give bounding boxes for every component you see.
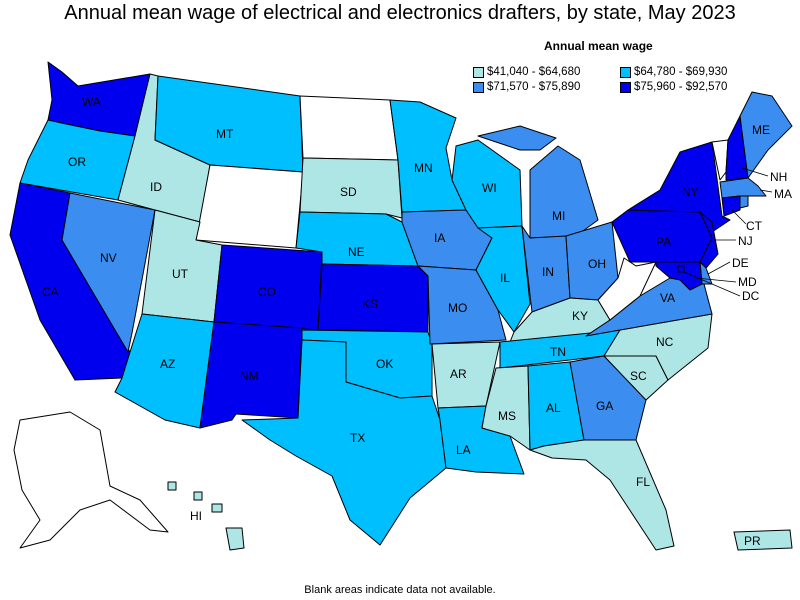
- state-KS[interactable]: [317, 263, 429, 333]
- state-TX[interactable]: [241, 339, 447, 546]
- state-FL[interactable]: [529, 439, 675, 551]
- label-MN: MN: [414, 161, 433, 175]
- state-MI[interactable]: [529, 145, 599, 239]
- state-NM[interactable]: [199, 321, 303, 429]
- legend-swatch-tier4: [620, 81, 631, 93]
- legend-item-tier2: $64,780 - $69,930: [620, 66, 727, 78]
- state-DC[interactable]: [677, 265, 685, 273]
- label-GA: GA: [596, 399, 613, 413]
- label-TX: TX: [350, 431, 365, 445]
- state-GA[interactable]: [569, 355, 647, 441]
- state-RI[interactable]: [739, 195, 749, 209]
- label-IN: IN: [542, 265, 554, 279]
- state-AK[interactable]: [13, 411, 169, 549]
- legend-title: Annual mean wage: [544, 39, 653, 53]
- state-PR[interactable]: [733, 529, 793, 551]
- leader-NH: [741, 167, 769, 177]
- label-HI: HI: [190, 509, 202, 523]
- label-IL: IL: [500, 271, 510, 285]
- label-OR: OR: [68, 155, 86, 169]
- leader-DE: [707, 261, 731, 275]
- leader-MA: [759, 189, 773, 193]
- legend-label-tier1: $41,040 - $64,680: [487, 66, 581, 78]
- label-IA: IA: [434, 231, 445, 245]
- label-OK: OK: [376, 357, 393, 371]
- label-MA: MA: [774, 187, 792, 201]
- leader-CT: [731, 209, 747, 225]
- label-NM: NM: [240, 369, 259, 383]
- label-AZ: AZ: [160, 357, 175, 371]
- label-WA: WA: [82, 95, 101, 109]
- legend-swatch-tier1: [473, 66, 484, 78]
- label-CA: CA: [42, 285, 59, 299]
- label-KY: KY: [572, 309, 588, 323]
- label-MT: MT: [216, 127, 234, 141]
- state-WV[interactable]: [597, 257, 657, 321]
- legend-item-tier1: $41,040 - $64,680: [473, 66, 580, 78]
- label-ID: ID: [150, 180, 162, 194]
- label-MO: MO: [448, 301, 467, 315]
- label-SD: SD: [340, 185, 357, 199]
- label-PR: PR: [744, 534, 761, 548]
- label-AR: AR: [450, 367, 467, 381]
- label-NY: NY: [682, 185, 699, 199]
- leader-DC: [683, 271, 741, 297]
- label-VA: VA: [660, 291, 675, 305]
- label-SC: SC: [630, 369, 647, 383]
- state-NV[interactable]: [61, 192, 156, 353]
- state-HI[interactable]: [167, 481, 245, 551]
- label-CO: CO: [258, 285, 276, 299]
- legend-item-tier4: $75,960 - $92,570: [620, 81, 727, 93]
- label-NJ: NJ: [738, 234, 753, 248]
- legend-label-tier3: $71,570 - $75,890: [487, 81, 581, 93]
- footnote: Blank areas indicate data not available.: [304, 584, 496, 596]
- label-ME: ME: [752, 123, 770, 137]
- label-AL: AL: [546, 401, 561, 415]
- label-LA: LA: [456, 443, 471, 457]
- legend-item-tier3: $71,570 - $75,890: [473, 81, 580, 93]
- legend-swatch-tier3: [473, 81, 484, 93]
- label-UT: UT: [172, 267, 189, 281]
- label-NH: NH: [770, 170, 787, 184]
- leader-MD: [695, 277, 737, 283]
- label-OH: OH: [588, 257, 606, 271]
- state-SD[interactable]: [299, 157, 403, 219]
- label-MS: MS: [498, 409, 516, 423]
- label-KS: KS: [362, 297, 378, 311]
- label-DC: DC: [742, 289, 760, 303]
- label-WI: WI: [482, 181, 497, 195]
- state-NH[interactable]: [725, 115, 749, 181]
- label-NC: NC: [656, 335, 674, 349]
- label-MD: MD: [738, 275, 757, 289]
- label-NV: NV: [100, 251, 117, 265]
- map-title: Annual mean wage of electrical and elect…: [64, 2, 736, 24]
- state-MA[interactable]: [719, 177, 767, 199]
- label-TN: TN: [550, 345, 566, 359]
- legend-swatch-tier2: [620, 66, 631, 78]
- state-CT[interactable]: [721, 195, 741, 217]
- state-WY[interactable]: [195, 164, 304, 249]
- legend-label-tier2: $64,780 - $69,930: [634, 66, 728, 78]
- label-MI: MI: [552, 209, 565, 223]
- label-CT: CT: [746, 219, 763, 233]
- label-PA: PA: [656, 235, 671, 249]
- state-MD[interactable]: [655, 261, 703, 291]
- label-FL: FL: [636, 475, 650, 489]
- state-ND[interactable]: [299, 95, 399, 161]
- state-MI-UP[interactable]: [477, 125, 557, 151]
- legend-label-tier4: $75,960 - $92,570: [634, 81, 728, 93]
- label-NE: NE: [348, 245, 365, 259]
- label-DE: DE: [732, 256, 749, 270]
